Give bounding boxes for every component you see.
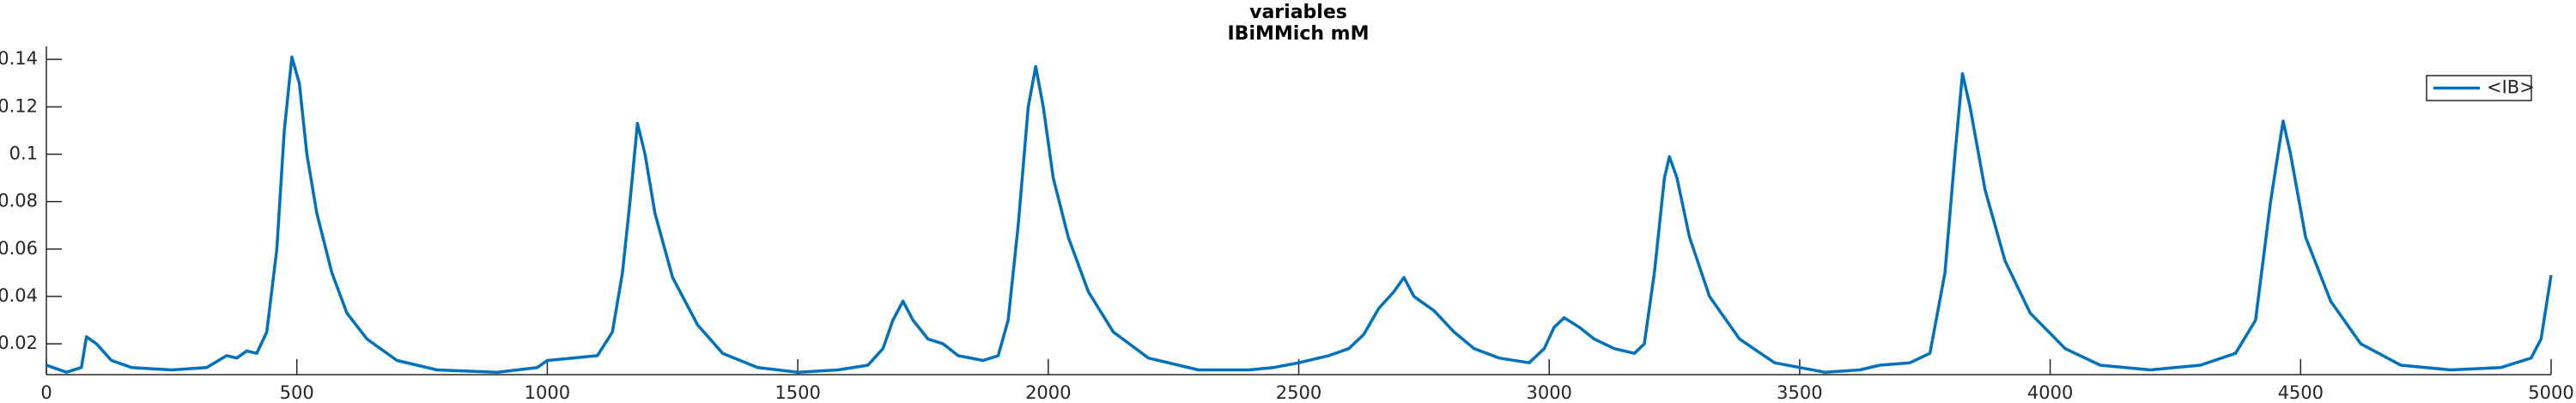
- y-tick-label: 0.02: [0, 333, 38, 353]
- x-tick-label: 4500: [2278, 382, 2324, 403]
- x-tick-label: 500: [280, 382, 314, 403]
- y-tick-label: 0.04: [0, 285, 38, 306]
- chart-subtitle: IBiMMich mM: [1228, 23, 1370, 45]
- chart-title: variables: [1249, 2, 1347, 23]
- x-tick-label: 5000: [2528, 382, 2573, 403]
- x-tick-label: 1000: [525, 382, 570, 403]
- x-tick-label: 3000: [1526, 382, 1571, 403]
- x-tick-label: 1500: [775, 382, 820, 403]
- x-tick-label: 2500: [1276, 382, 1321, 403]
- y-tick-label: 0.1: [9, 143, 38, 163]
- legend-label: <IB>: [2487, 77, 2535, 98]
- y-tick-label: 0.12: [0, 95, 38, 116]
- x-tick-label: 2000: [1025, 382, 1071, 403]
- y-tick-label: 0.06: [0, 238, 38, 259]
- x-tick-label: 3500: [1777, 382, 1822, 403]
- y-tick-label: 0.08: [0, 191, 38, 211]
- data-line: [46, 55, 2553, 374]
- y-tick-label: 0.14: [0, 48, 38, 69]
- x-tick-label: 4000: [2027, 382, 2073, 403]
- x-tick-label: 0: [40, 382, 52, 403]
